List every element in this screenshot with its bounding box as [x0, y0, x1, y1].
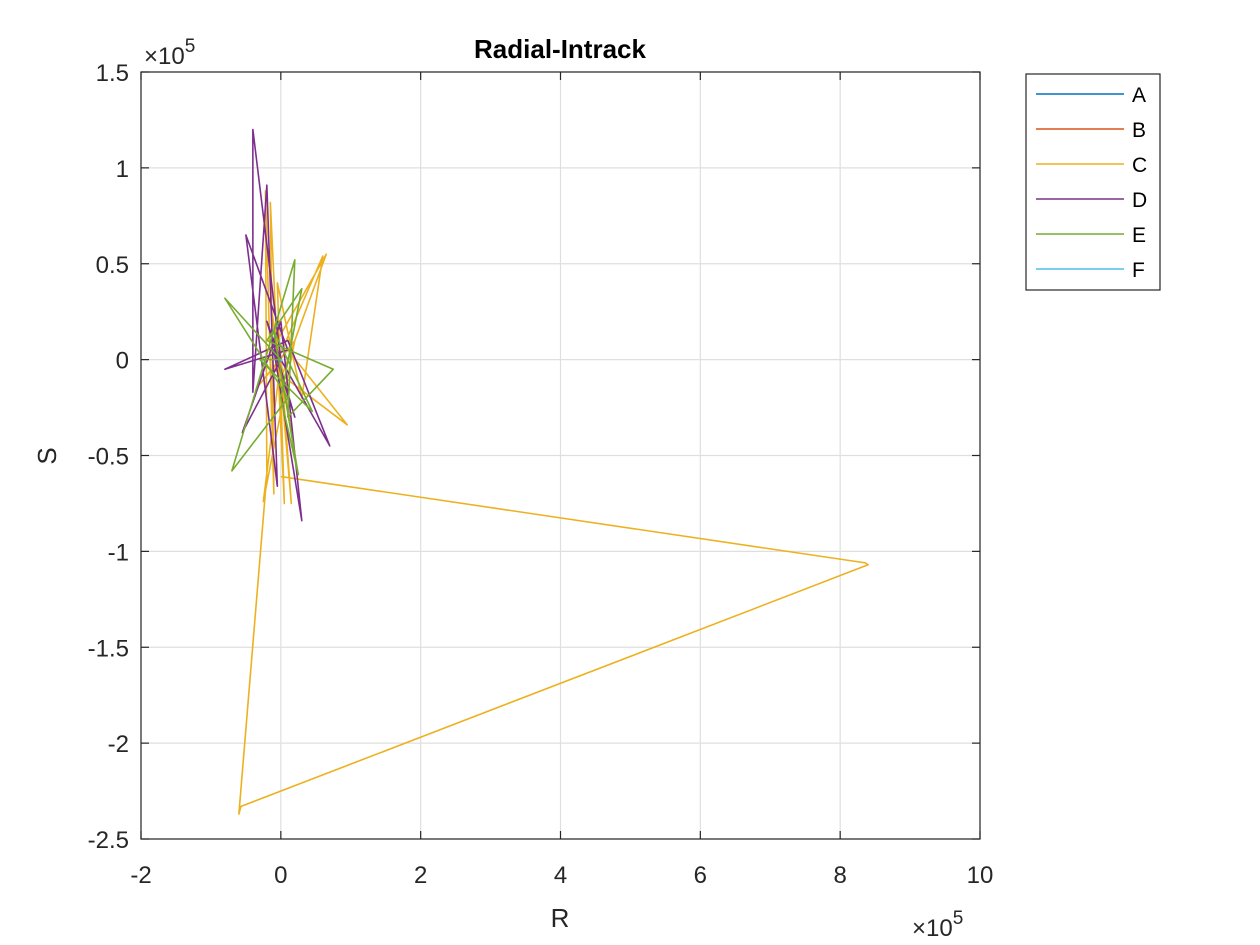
y-exponent-power: 5 — [185, 36, 196, 57]
y-tick-label-3: -1 — [108, 539, 129, 566]
x-tick-label-6: 10 — [967, 862, 994, 889]
legend-label-C: C — [1132, 154, 1147, 177]
legend-label-D: D — [1132, 189, 1147, 212]
y-tick-label-2: -1.5 — [88, 635, 129, 662]
y-tick-label-0: -2.5 — [88, 827, 129, 854]
y-tick-label-1: -2 — [108, 731, 129, 758]
legend-label-B: B — [1132, 119, 1146, 142]
y-exponent-label: ×105 — [144, 36, 195, 70]
series-line-D — [224, 128, 331, 522]
y-tick-label-8: 1.5 — [96, 60, 129, 87]
series-line-E — [224, 259, 335, 476]
y-tick-label-7: 1 — [116, 156, 129, 183]
x-tick-label-5: 8 — [833, 862, 846, 889]
x-tick-label-0: -2 — [130, 862, 151, 889]
legend-label-E: E — [1132, 224, 1146, 247]
legend-label-A: A — [1132, 84, 1146, 107]
legend-label-F: F — [1132, 259, 1145, 282]
x-tick-label-1: 0 — [274, 862, 287, 889]
tick-labels: -2 0 2 4 6 8 10-2.5-2-1.5-1-0.500.511.5 — [88, 60, 994, 889]
y-axis-label: S — [32, 447, 62, 464]
y-tick-label-6: 0.5 — [96, 252, 129, 279]
legend-box — [1025, 73, 1161, 291]
x-tick-label-3: 4 — [554, 862, 567, 889]
x-tick-label-4: 6 — [694, 862, 707, 889]
series-layer — [224, 128, 869, 815]
chart-title: Radial-Intrack — [474, 34, 646, 64]
series-line-F — [280, 358, 283, 362]
tick-marks — [140, 71, 981, 840]
x-exponent-prefix: ×10 — [912, 915, 953, 942]
x-exponent-power: 5 — [953, 908, 964, 929]
y-tick-label-4: -0.5 — [88, 444, 129, 471]
x-axis-label: R — [551, 903, 570, 933]
x-exponent-label: ×105 — [912, 908, 963, 942]
y-exponent-prefix: ×10 — [144, 43, 185, 70]
x-tick-label-2: 2 — [414, 862, 427, 889]
y-tick-label-5: 0 — [116, 348, 129, 375]
